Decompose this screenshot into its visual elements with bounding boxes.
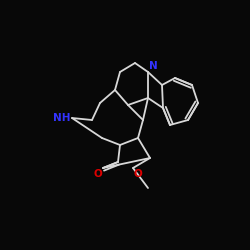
- Text: NH: NH: [52, 113, 70, 123]
- Text: O: O: [93, 169, 102, 179]
- Text: O: O: [134, 169, 143, 179]
- Text: N: N: [149, 61, 158, 71]
